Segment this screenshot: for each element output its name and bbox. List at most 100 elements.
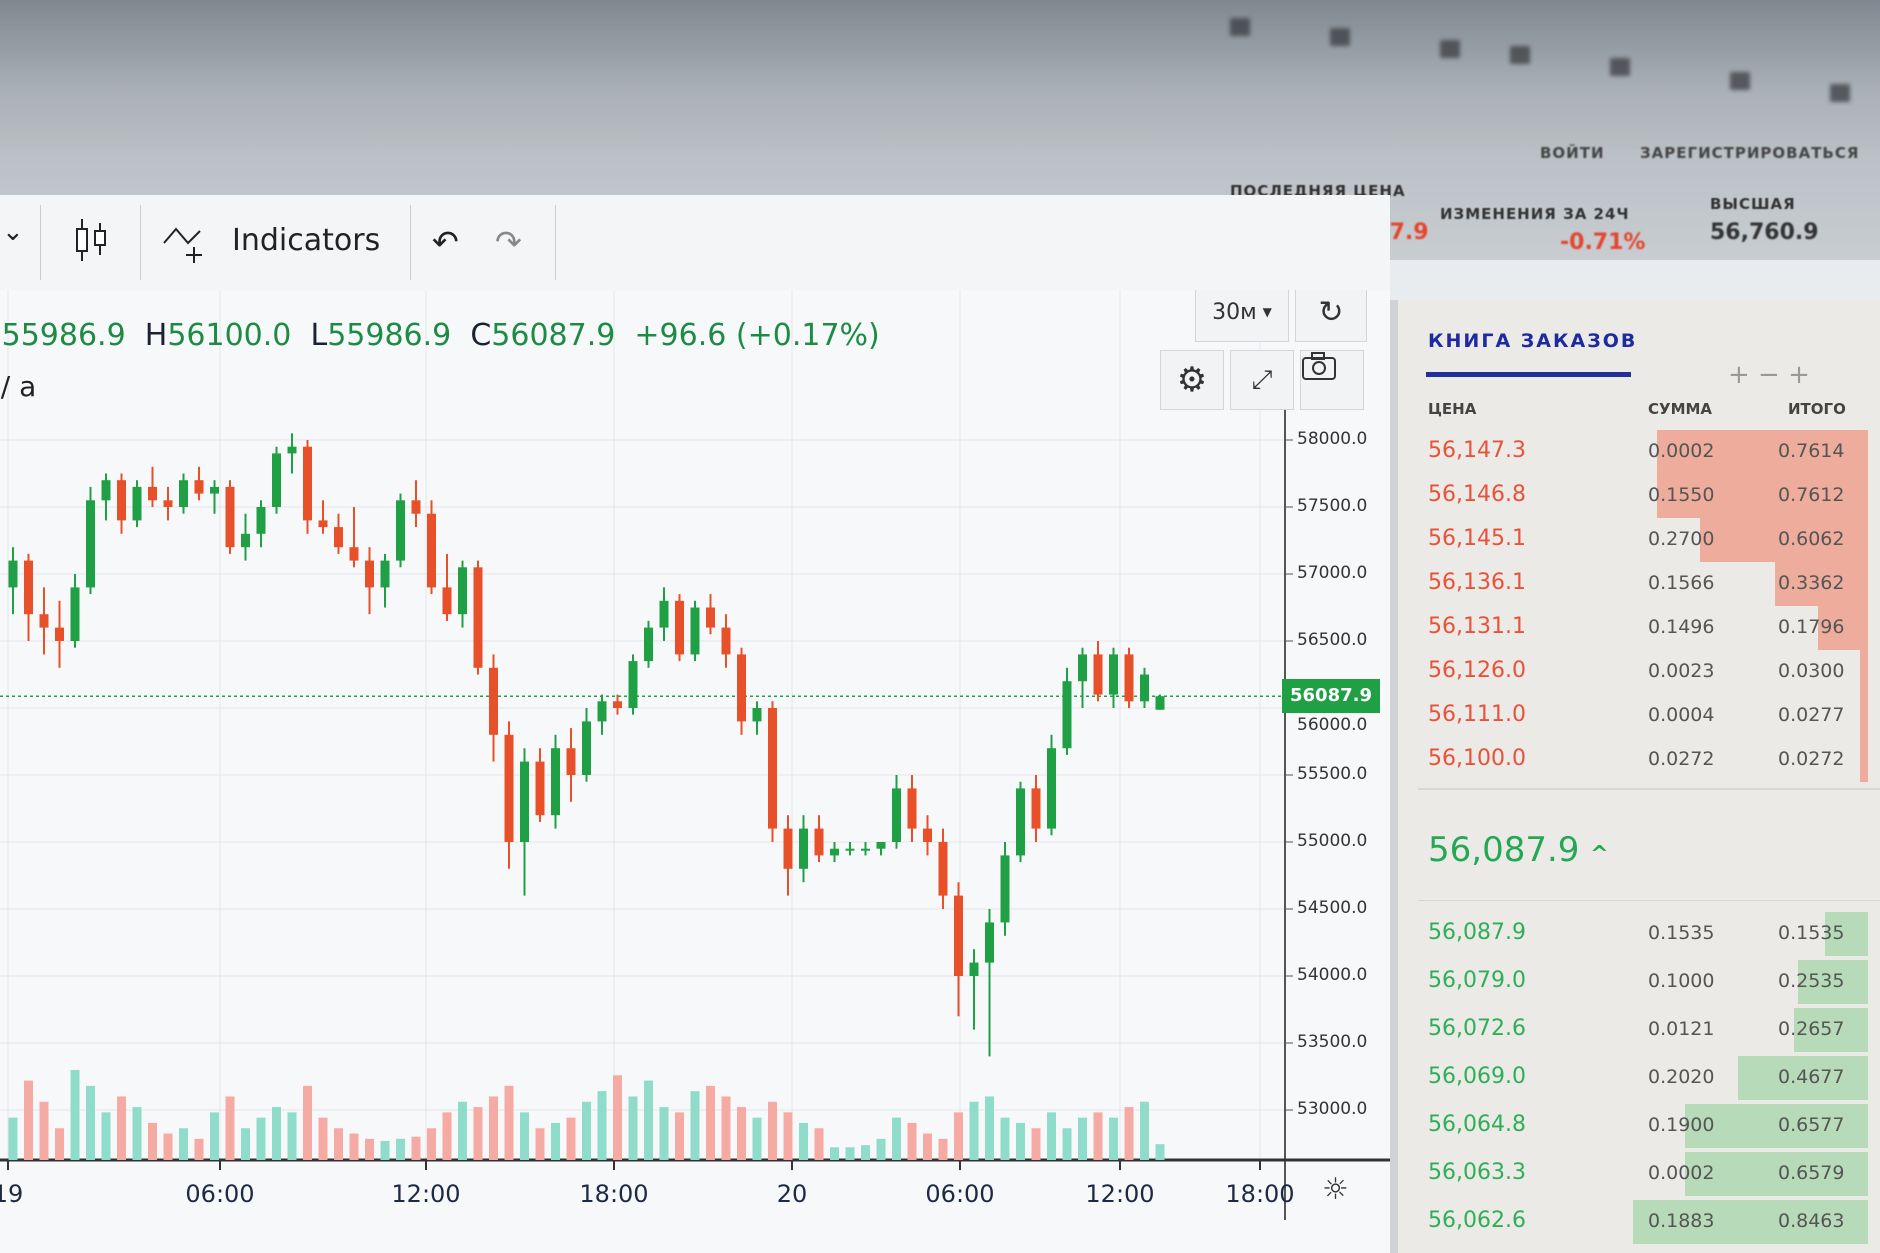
high-value: 56100.0 bbox=[167, 318, 292, 353]
bookmark-folder-icon[interactable] bbox=[1830, 84, 1850, 102]
ask-row[interactable]: 56,126.0 0.0023 0.0300 bbox=[1398, 650, 1880, 694]
bid-row[interactable]: 56,087.9 0.1535 0.1535 bbox=[1398, 912, 1880, 956]
candle-body bbox=[8, 560, 18, 588]
candle-body bbox=[148, 486, 157, 501]
candle-body bbox=[1000, 855, 1010, 923]
depth-controls-icon[interactable]: + − + bbox=[1728, 360, 1810, 390]
volume-bar bbox=[892, 1117, 901, 1160]
volume-bar bbox=[1109, 1117, 1118, 1160]
bid-row[interactable]: 56,064.8 0.1900 0.6577 bbox=[1398, 1104, 1880, 1148]
bid-row[interactable]: 56,063.3 0.0002 0.6579 bbox=[1398, 1152, 1880, 1196]
volume-bar bbox=[675, 1112, 684, 1160]
volume-bar bbox=[768, 1101, 777, 1160]
interval-dropdown[interactable]: 30м ▼ bbox=[1195, 290, 1289, 342]
ask-row[interactable]: 56,147.3 0.0002 0.7614 bbox=[1398, 430, 1880, 474]
candle-body bbox=[101, 480, 111, 501]
volume-bar bbox=[1047, 1112, 1056, 1160]
amount-cell: 0.0004 bbox=[1648, 704, 1715, 726]
depth-bar bbox=[1656, 474, 1868, 518]
bid-row[interactable]: 56,062.6 0.1883 0.8463 bbox=[1398, 1200, 1880, 1244]
volume-bar bbox=[1124, 1107, 1134, 1160]
volume-bar bbox=[287, 1112, 297, 1160]
bookmark-folder-icon[interactable] bbox=[1730, 72, 1750, 90]
candle-body bbox=[489, 667, 498, 735]
caret-down-icon: ▼ bbox=[1262, 305, 1272, 319]
redo-icon[interactable]: ↷ bbox=[495, 223, 522, 261]
volume-bar bbox=[1000, 1117, 1010, 1160]
bookmark-folder-icon[interactable] bbox=[1610, 58, 1630, 76]
candle-body bbox=[86, 500, 95, 588]
volume-bar bbox=[706, 1085, 715, 1160]
volume-bar bbox=[334, 1128, 343, 1160]
volume-label: Vol / a bbox=[0, 370, 37, 403]
y-tick-label: 58000.0 bbox=[1297, 429, 1368, 449]
login-link[interactable]: ВОЙТИ bbox=[1540, 144, 1605, 162]
volume-bar bbox=[752, 1117, 762, 1160]
amount-cell: 0.1566 bbox=[1648, 572, 1715, 594]
candle-body bbox=[706, 607, 715, 628]
candle-body bbox=[1109, 654, 1118, 695]
volume-bar bbox=[582, 1101, 591, 1160]
volume-bar bbox=[1062, 1128, 1072, 1160]
volume-bar bbox=[194, 1138, 204, 1160]
candle-body bbox=[24, 560, 33, 615]
candle-body bbox=[334, 527, 343, 548]
volume-bar bbox=[241, 1128, 250, 1160]
high-value: 56,760.9 bbox=[1710, 220, 1819, 245]
camera-icon[interactable] bbox=[1300, 350, 1364, 410]
indicators-label: Indicators bbox=[232, 223, 381, 258]
depth-bar bbox=[1859, 650, 1868, 694]
bookmark-folder-icon[interactable] bbox=[1510, 46, 1530, 64]
axis-settings-icon[interactable]: ☼ bbox=[1322, 1172, 1349, 1207]
ask-row[interactable]: 56,100.0 0.0272 0.0272 bbox=[1398, 738, 1880, 782]
volume-bar bbox=[551, 1122, 560, 1160]
volume-bar bbox=[473, 1107, 483, 1160]
amount-cell: 0.1550 bbox=[1648, 484, 1715, 506]
indicators-button[interactable]: Indicators bbox=[160, 217, 380, 271]
register-link[interactable]: ЗАРЕГИСТРИРОВАТЬСЯ bbox=[1640, 144, 1860, 162]
ask-row[interactable]: 56,145.1 0.2700 0.6062 bbox=[1398, 518, 1880, 562]
volume-bar bbox=[504, 1085, 514, 1160]
ask-row[interactable]: 56,131.1 0.1496 0.1796 bbox=[1398, 606, 1880, 650]
price-cell: 56,136.1 bbox=[1428, 570, 1526, 595]
gear-icon[interactable]: ⚙ bbox=[1160, 350, 1224, 410]
total-cell: 0.8463 bbox=[1778, 1210, 1845, 1232]
total-cell: 0.0277 bbox=[1778, 704, 1845, 726]
chart-toolbar: ⌄ Indicators ↶ ↷ bbox=[0, 195, 1390, 292]
depth-bar bbox=[1685, 1104, 1868, 1148]
ask-row[interactable]: 56,111.0 0.0004 0.0277 bbox=[1398, 694, 1880, 738]
depth-bar bbox=[1794, 1008, 1868, 1052]
candle-body bbox=[1124, 654, 1134, 702]
low-value: 55986.9 bbox=[327, 318, 452, 353]
bookmark-folder-icon[interactable] bbox=[1230, 18, 1250, 36]
bookmark-folder-icon[interactable] bbox=[1440, 40, 1460, 58]
refresh-icon[interactable]: ↻ bbox=[1295, 290, 1367, 342]
candle-body bbox=[861, 848, 870, 851]
bookmark-folder-icon[interactable] bbox=[1330, 28, 1350, 46]
bid-row[interactable]: 56,069.0 0.2020 0.4677 bbox=[1398, 1056, 1880, 1100]
total-cell: 0.6062 bbox=[1778, 528, 1845, 550]
ask-row[interactable]: 56,146.8 0.1550 0.7612 bbox=[1398, 474, 1880, 518]
candle-body bbox=[969, 962, 979, 976]
chevron-down-icon[interactable]: ⌄ bbox=[2, 217, 24, 247]
volume-bar bbox=[861, 1145, 870, 1160]
undo-icon[interactable]: ↶ bbox=[432, 223, 459, 261]
order-book-tab[interactable]: КНИГА ЗАКАЗОВ bbox=[1428, 330, 1638, 352]
candle-body bbox=[1140, 674, 1149, 702]
bid-row[interactable]: 56,072.6 0.0121 0.2657 bbox=[1398, 1008, 1880, 1052]
chart-canvas[interactable] bbox=[0, 290, 1390, 1253]
candle-body bbox=[597, 701, 607, 722]
candlestick-icon[interactable] bbox=[70, 215, 114, 269]
bid-row[interactable]: 56,079.0 0.1000 0.2535 bbox=[1398, 960, 1880, 1004]
fullscreen-icon[interactable]: ⤢ bbox=[1230, 350, 1294, 410]
open-value: 55986.9 bbox=[1, 318, 126, 353]
candle-body bbox=[225, 486, 235, 548]
candle-body bbox=[256, 507, 266, 534]
price-chart[interactable]: O55986.9 H56100.0 L55986.9 C56087.9 +96.… bbox=[0, 290, 1390, 1253]
price-cell: 56,069.0 bbox=[1428, 1064, 1526, 1089]
ask-row[interactable]: 56,136.1 0.1566 0.3362 bbox=[1398, 562, 1880, 606]
open-key: O bbox=[0, 318, 2, 353]
depth-bar bbox=[1825, 912, 1868, 956]
depth-bar bbox=[1699, 518, 1868, 562]
y-tick-label: 57000.0 bbox=[1297, 563, 1368, 583]
